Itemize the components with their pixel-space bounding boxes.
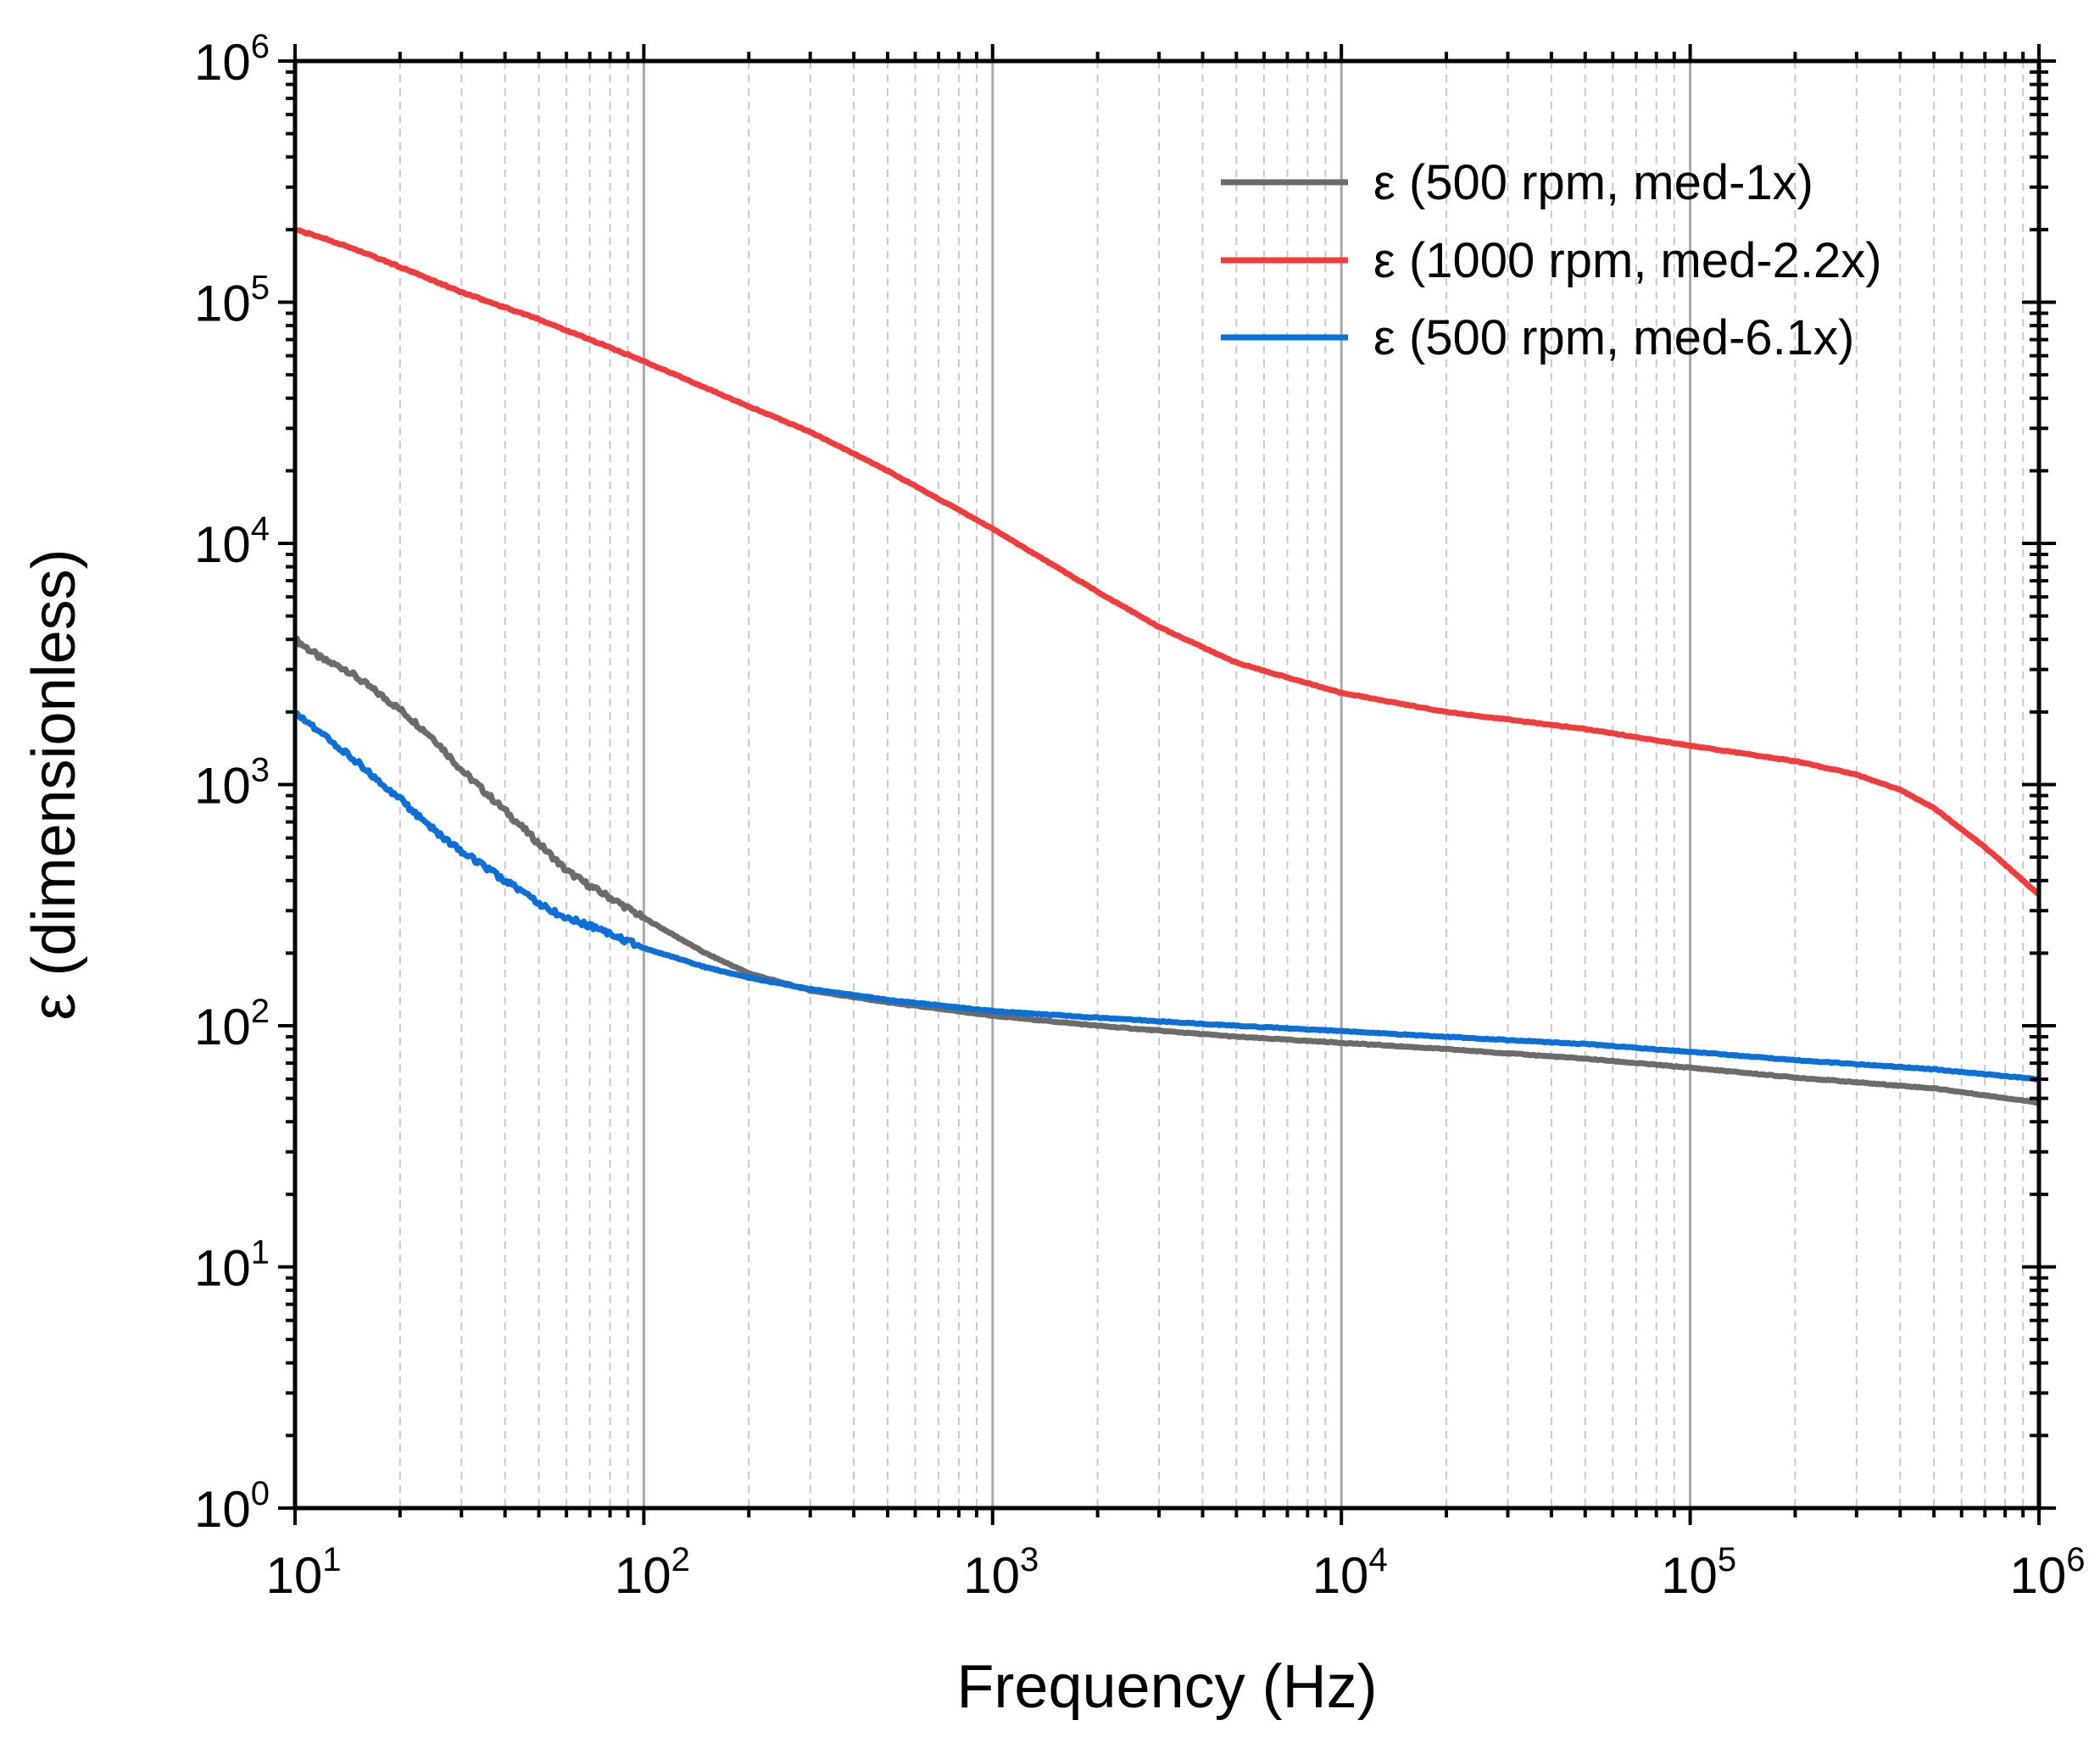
y-tick-labels: 100 101 102 103 104 105 106 — [194, 28, 270, 1538]
series-line-0 — [292, 635, 2041, 1106]
legend-label-500rpm-med-1x: ε (500 rpm, med-1x) — [1373, 155, 1813, 210]
x-tick-label: 105 — [1661, 1541, 1736, 1604]
y-tick-label: 102 — [194, 993, 270, 1055]
series-line-2 — [293, 710, 2041, 1083]
y-tick-label: 106 — [194, 28, 270, 91]
x-axis-title: Frequency (Hz) — [956, 1653, 1377, 1721]
x-tick-label: 103 — [963, 1541, 1039, 1604]
x-tick-label: 101 — [266, 1541, 342, 1604]
x-tick-label: 104 — [1312, 1541, 1388, 1604]
series-lines — [292, 226, 2041, 1106]
x-tick-label: 106 — [2010, 1541, 2086, 1604]
y-tick-label: 105 — [194, 270, 270, 332]
y-tick-label: 103 — [194, 752, 270, 815]
series-line-1 — [293, 226, 2041, 897]
y-tick-label: 100 — [194, 1475, 270, 1538]
axis-ticks — [278, 44, 2056, 1525]
legend-label-500rpm-med-6-1x: ε (500 rpm, med-6.1x) — [1373, 310, 1854, 365]
y-axis-title: ε (dimensionless) — [20, 548, 88, 1020]
y-tick-label: 104 — [194, 510, 270, 573]
grid — [398, 61, 2025, 1508]
legend: ε (500 rpm, med-1x) ε (1000 rpm, med-2.2… — [1221, 155, 1882, 365]
x-tick-label: 102 — [615, 1541, 690, 1604]
x-tick-labels: 101 102 103 104 105 106 — [266, 1541, 2086, 1604]
y-tick-label: 101 — [194, 1234, 270, 1297]
legend-label-1000rpm-med-2-2x: ε (1000 rpm, med-2.2x) — [1373, 233, 1882, 288]
